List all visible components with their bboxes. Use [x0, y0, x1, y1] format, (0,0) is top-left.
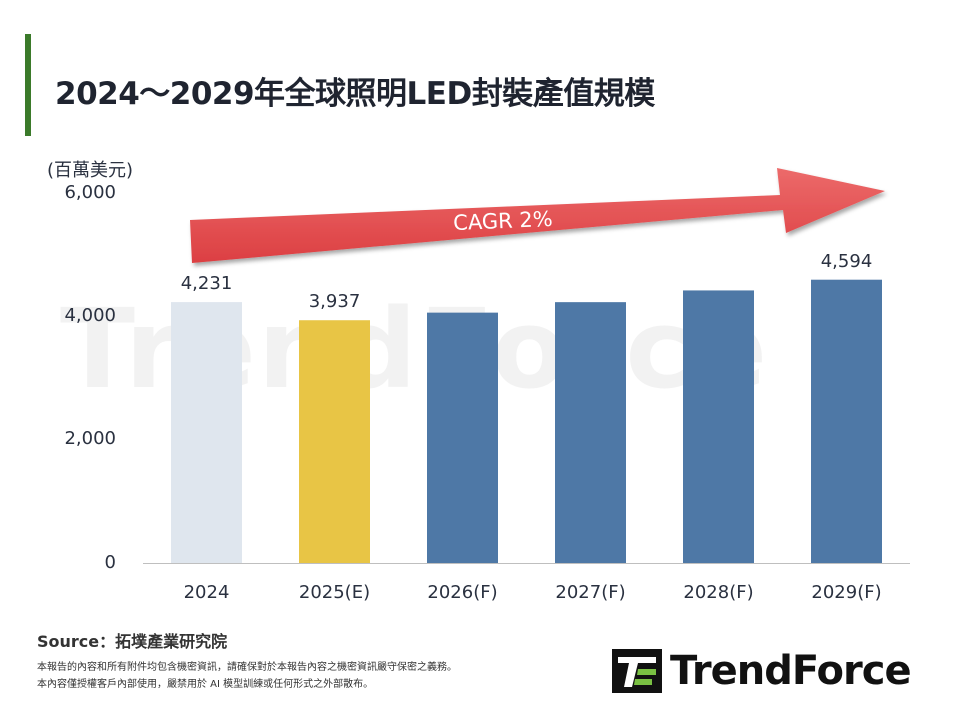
trendforce-logo-icon [612, 649, 662, 693]
source-text: Source：拓墣產業研究院 [37, 632, 228, 651]
data-label: 4,231 [180, 273, 233, 295]
y-tick-label: 4,000 [64, 305, 116, 326]
x-tick-label: 2029(F) [811, 582, 882, 603]
y-axis-label: (百萬美元) [47, 160, 134, 181]
cagr-label: CAGR 2% [453, 207, 553, 235]
disclaimer-line: 本內容僅授權客戶內部使用，嚴禁用於 AI 模型訓練或任何形式之外部散布。 [37, 679, 374, 690]
trendforce-logo: TrendForce [612, 648, 912, 694]
bar-2027(F) [555, 302, 626, 563]
x-tick-label: 2026(F) [427, 582, 498, 603]
bar-2026(F) [427, 312, 498, 563]
y-tick-label: 6,000 [64, 182, 116, 203]
bar-2029(F) [811, 279, 882, 563]
bar-2025(E) [299, 320, 370, 563]
page-title: 2024～2029年全球照明LED封裝產值規模 [55, 76, 655, 112]
disclaimer-line: 本報告的內容和所有附件均包含機密資訊，請確保對於本報告內容之機密資訊嚴守保密之義… [37, 662, 457, 673]
title-accent-bar [25, 34, 31, 136]
y-tick-label: 0 [104, 552, 116, 573]
x-tick-label: 2028(F) [683, 582, 754, 603]
data-label: 4,594 [820, 250, 873, 272]
data-label: 3,937 [308, 291, 361, 313]
x-tick-label: 2025(E) [298, 582, 371, 603]
logo-text: TrendForce [670, 648, 912, 694]
bar-2028(F) [683, 290, 754, 563]
x-tick-label: 2027(F) [555, 582, 626, 603]
cagr-arrow [190, 168, 885, 263]
y-tick-label: 2,000 [64, 428, 116, 449]
bar-2024 [171, 302, 242, 563]
x-tick-label: 2024 [183, 582, 230, 603]
